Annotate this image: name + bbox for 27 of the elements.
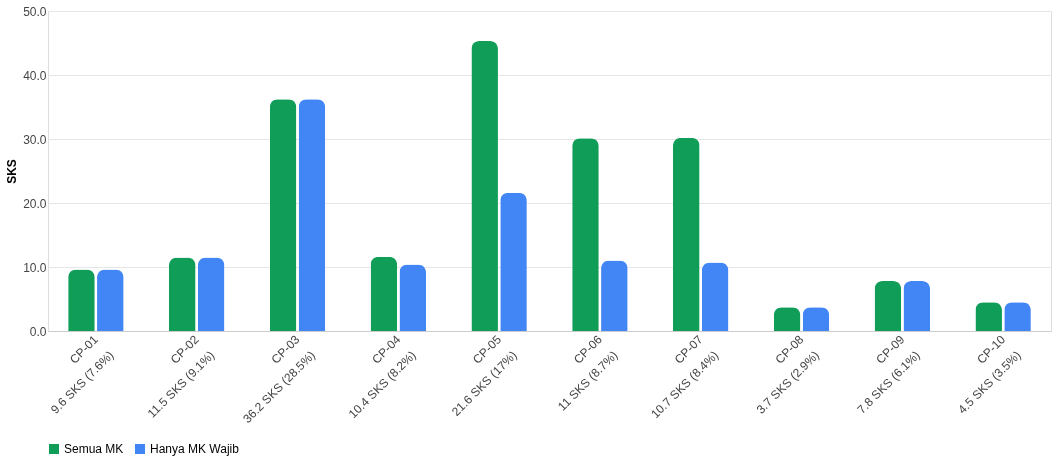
y-tick-label: 30.0 bbox=[23, 132, 47, 147]
bar bbox=[168, 257, 196, 331]
bar bbox=[298, 99, 326, 331]
bar bbox=[500, 192, 527, 331]
bar bbox=[601, 260, 628, 331]
bar bbox=[874, 281, 902, 331]
bar bbox=[802, 307, 830, 331]
y-tick-label: 40.0 bbox=[23, 68, 47, 83]
y-tick-label: 50.0 bbox=[23, 4, 47, 19]
bar bbox=[471, 41, 498, 331]
bar bbox=[68, 269, 95, 331]
y-axis-title: SKS bbox=[5, 159, 20, 184]
y-tick-label: 10.0 bbox=[23, 260, 47, 275]
bar bbox=[701, 262, 729, 331]
legend-label: Hanya MK Wajib bbox=[150, 442, 240, 456]
y-tick-label: 20.0 bbox=[23, 196, 47, 211]
bar bbox=[370, 256, 398, 331]
legend-label: Semua MK bbox=[64, 442, 124, 456]
bar bbox=[903, 281, 931, 331]
bar bbox=[97, 269, 124, 331]
bar bbox=[672, 137, 700, 331]
bar bbox=[197, 257, 225, 331]
bar bbox=[773, 307, 801, 331]
bar bbox=[399, 264, 427, 331]
bar bbox=[269, 99, 297, 331]
bar bbox=[572, 138, 599, 331]
y-tick-label: 0.0 bbox=[29, 324, 47, 339]
